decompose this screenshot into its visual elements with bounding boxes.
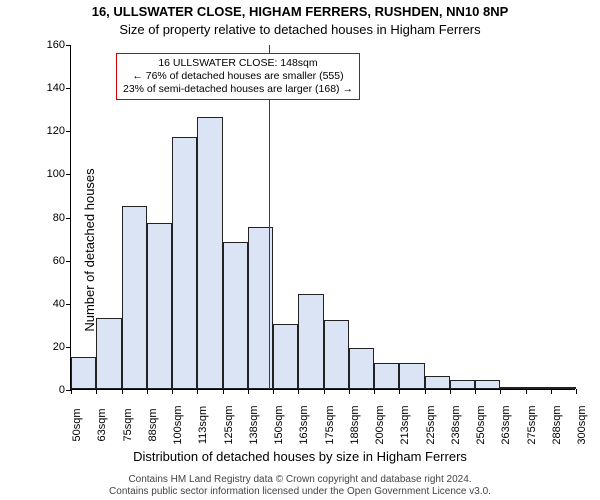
x-tick-label: 250sqm [475, 405, 487, 445]
y-tick-label: 80 [31, 212, 65, 224]
y-tick-mark [66, 174, 71, 175]
x-tick-label: 200sqm [374, 405, 386, 445]
histogram-bar [399, 363, 424, 389]
footer-text: Contains HM Land Registry data © Crown c… [0, 474, 600, 498]
x-tick-mark [324, 389, 325, 394]
x-tick-label: 150sqm [273, 405, 285, 445]
x-tick-label: 225sqm [425, 405, 437, 445]
x-tick-label: 275sqm [526, 405, 538, 445]
x-tick-label: 213sqm [399, 405, 411, 445]
x-tick-mark [71, 389, 72, 394]
x-tick-label: 288sqm [551, 405, 563, 445]
y-tick-mark [66, 131, 71, 132]
histogram-bar [172, 137, 197, 389]
y-tick-mark [66, 88, 71, 89]
histogram-bar [273, 324, 298, 389]
y-tick-mark [66, 304, 71, 305]
histogram-bar [324, 320, 349, 389]
histogram-bar [223, 242, 248, 389]
histogram-bar [197, 117, 222, 389]
histogram-bar [374, 363, 399, 389]
histogram-bar [526, 387, 551, 389]
x-tick-label: 138sqm [248, 405, 260, 445]
x-axis-label: Distribution of detached houses by size … [0, 449, 600, 464]
histogram-bar [349, 348, 374, 389]
x-tick-label: 300sqm [576, 405, 588, 445]
page-title-line1: 16, ULLSWATER CLOSE, HIGHAM FERRERS, RUS… [0, 4, 600, 19]
x-tick-label: 63sqm [96, 405, 108, 445]
y-tick-label: 140 [31, 82, 65, 94]
x-tick-label: 113sqm [197, 405, 209, 445]
x-tick-label: 88sqm [147, 405, 159, 445]
x-tick-mark [526, 389, 527, 394]
x-tick-mark [374, 389, 375, 394]
x-tick-mark [298, 389, 299, 394]
info-box-line: 16 ULLSWATER CLOSE: 148sqm [123, 57, 353, 70]
histogram-bar [122, 206, 147, 389]
histogram-bar [96, 318, 121, 389]
y-tick-label: 160 [31, 39, 65, 51]
y-tick-label: 20 [31, 341, 65, 353]
x-tick-mark [172, 389, 173, 394]
x-tick-mark [197, 389, 198, 394]
info-box-line: ← 76% of detached houses are smaller (55… [123, 70, 353, 83]
y-tick-mark [66, 347, 71, 348]
x-tick-mark [223, 389, 224, 394]
histogram-plot: 02040608010012014016050sqm63sqm75sqm88sq… [70, 45, 575, 390]
x-tick-mark [450, 389, 451, 394]
histogram-bar [147, 223, 172, 389]
x-tick-mark [147, 389, 148, 394]
x-tick-mark [475, 389, 476, 394]
y-tick-mark [66, 45, 71, 46]
x-tick-label: 188sqm [349, 405, 361, 445]
y-tick-label: 100 [31, 168, 65, 180]
info-box-line: 23% of semi-detached houses are larger (… [123, 83, 353, 96]
y-tick-label: 0 [31, 384, 65, 396]
footer-line2: Contains public sector information licen… [0, 486, 600, 498]
x-tick-mark [349, 389, 350, 394]
x-tick-mark [576, 389, 577, 394]
x-tick-mark [399, 389, 400, 394]
histogram-bar [298, 294, 323, 389]
x-tick-label: 125sqm [223, 405, 235, 445]
x-tick-mark [551, 389, 552, 394]
info-box: 16 ULLSWATER CLOSE: 148sqm← 76% of detac… [116, 53, 360, 100]
x-tick-label: 100sqm [172, 405, 184, 445]
y-tick-label: 120 [31, 125, 65, 137]
x-tick-mark [273, 389, 274, 394]
x-tick-label: 163sqm [298, 405, 310, 445]
histogram-bar [475, 380, 500, 389]
histogram-bar [450, 380, 475, 389]
x-tick-mark [96, 389, 97, 394]
y-tick-label: 60 [31, 255, 65, 267]
x-tick-label: 263sqm [500, 405, 512, 445]
x-tick-label: 75sqm [122, 405, 134, 445]
x-tick-mark [248, 389, 249, 394]
histogram-bar [425, 376, 450, 389]
x-tick-mark [500, 389, 501, 394]
histogram-bar [551, 387, 576, 389]
x-tick-mark [122, 389, 123, 394]
y-tick-mark [66, 261, 71, 262]
x-tick-label: 50sqm [71, 405, 83, 445]
x-tick-label: 175sqm [324, 405, 336, 445]
page-title-line2: Size of property relative to detached ho… [0, 22, 600, 37]
y-tick-label: 40 [31, 298, 65, 310]
x-tick-mark [425, 389, 426, 394]
x-tick-label: 238sqm [450, 405, 462, 445]
histogram-bar [71, 357, 96, 389]
histogram-bar [500, 387, 525, 389]
footer-line1: Contains HM Land Registry data © Crown c… [0, 474, 600, 486]
y-tick-mark [66, 218, 71, 219]
